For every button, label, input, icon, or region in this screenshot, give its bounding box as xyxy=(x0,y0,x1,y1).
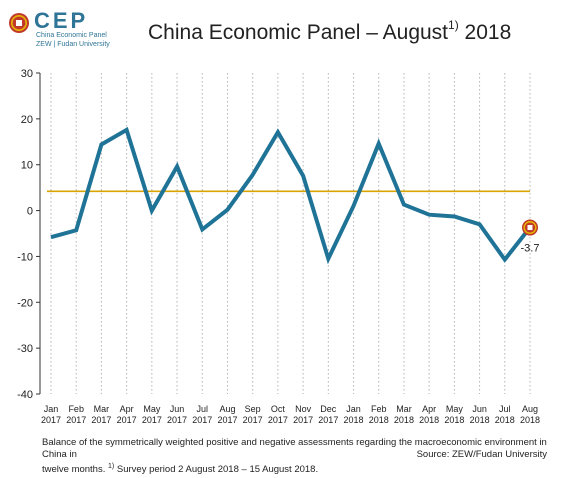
x-tick-label-month: Jan xyxy=(346,404,361,414)
chart-title: China Economic Panel – August1) 2018 xyxy=(148,18,512,45)
x-tick-label-month: May xyxy=(143,404,161,414)
x-tick-label-month: Apr xyxy=(422,404,436,414)
x-tick-label-year: 2017 xyxy=(243,415,263,425)
x-tick-label-year: 2018 xyxy=(394,415,414,425)
y-tick-label: 20 xyxy=(21,114,33,126)
x-tick-label-year: 2018 xyxy=(419,415,439,425)
x-tick-label-month: Aug xyxy=(219,404,235,414)
x-tick-label-year: 2017 xyxy=(117,415,137,425)
series-line xyxy=(50,126,532,265)
x-tick-label-year: 2018 xyxy=(470,415,490,425)
x-tick-label-year: 2018 xyxy=(444,415,464,425)
highlight-marker-ring xyxy=(523,221,537,235)
highlight-marker-center xyxy=(527,225,533,231)
x-tick-label-month: Dec xyxy=(320,404,337,414)
x-tick-label-month: Mar xyxy=(94,404,110,414)
y-tick-label: -20 xyxy=(17,297,33,309)
highlight-value-label: -3.7 xyxy=(521,243,540,255)
logo-subtitle-2: ZEW | Fudan University xyxy=(36,41,110,48)
x-tick-label-month: Jun xyxy=(170,404,185,414)
x-tick-label-year: 2017 xyxy=(293,415,313,425)
y-tick-label: 0 xyxy=(27,206,33,218)
x-tick-label-month: May xyxy=(446,404,464,414)
x-tick-label-month: Apr xyxy=(120,404,134,414)
x-tick-label-year: 2017 xyxy=(91,415,111,425)
y-tick-label: 10 xyxy=(21,160,33,172)
x-tick-label-year: 2017 xyxy=(217,415,237,425)
x-tick-label-month: Jun xyxy=(472,404,487,414)
y-tick-label: 30 xyxy=(21,68,33,80)
footer-line-1: Balance of the symmetrically weighted po… xyxy=(42,437,547,460)
y-tick-label: -30 xyxy=(17,343,33,355)
x-tick-label-month: Feb xyxy=(68,404,84,414)
x-tick-label-year: 2017 xyxy=(192,415,212,425)
x-tick-label-month: Jul xyxy=(499,404,511,414)
title-footnote-mark: 1) xyxy=(448,18,459,32)
x-tick-label-year: 2017 xyxy=(142,415,162,425)
x-tick-label-year: 2017 xyxy=(41,415,61,425)
y-tick-label: -40 xyxy=(17,389,33,401)
title-main: China Economic Panel – August xyxy=(148,21,449,44)
x-tick-label-year: 2018 xyxy=(520,415,540,425)
x-tick-label-year: 2017 xyxy=(66,415,86,425)
x-tick-label-month: Nov xyxy=(295,404,312,414)
x-tick-label-month: Feb xyxy=(371,404,387,414)
title-year: 2018 xyxy=(464,21,512,44)
y-tick-label: -10 xyxy=(17,251,33,263)
logo-text: CEP xyxy=(34,8,89,33)
logo-subtitle-1: China Economic Panel xyxy=(36,32,107,39)
x-tick-label-month: Sep xyxy=(245,404,261,414)
cep-logo-icon xyxy=(9,13,29,33)
x-tick-label-month: Jan xyxy=(44,404,59,414)
x-tick-label-year: 2017 xyxy=(318,415,338,425)
footer-footnote-mark: 1) xyxy=(108,463,115,470)
x-tick-label-month: Mar xyxy=(396,404,412,414)
x-tick-label-year: 2017 xyxy=(167,415,187,425)
x-tick-label-month: Jul xyxy=(197,404,209,414)
x-tick-label-month: Aug xyxy=(522,404,538,414)
footer-line-2: twelve months. 1) Survey period 2 August… xyxy=(42,461,547,476)
source-note: Source: ZEW/Fudan University xyxy=(416,449,547,460)
x-tick-label-year: 2018 xyxy=(344,415,364,425)
footer-line-2-prefix: twelve months. xyxy=(42,464,108,476)
x-tick-label-year: 2018 xyxy=(495,415,515,425)
line-chart: 3020100-10-20-30-40Jan2017Feb2017Mar2017… xyxy=(17,68,540,425)
footer-line-2-rest: Survey period 2 August 2018 – 15 August … xyxy=(114,464,319,476)
x-tick-label-month: Oct xyxy=(271,404,286,414)
x-tick-label-year: 2017 xyxy=(268,415,288,425)
chart-footer: Balance of the symmetrically weighted po… xyxy=(42,437,547,476)
cep-logo: CEP China Economic Panel ZEW | Fudan Uni… xyxy=(6,6,136,56)
x-tick-label-year: 2018 xyxy=(369,415,389,425)
